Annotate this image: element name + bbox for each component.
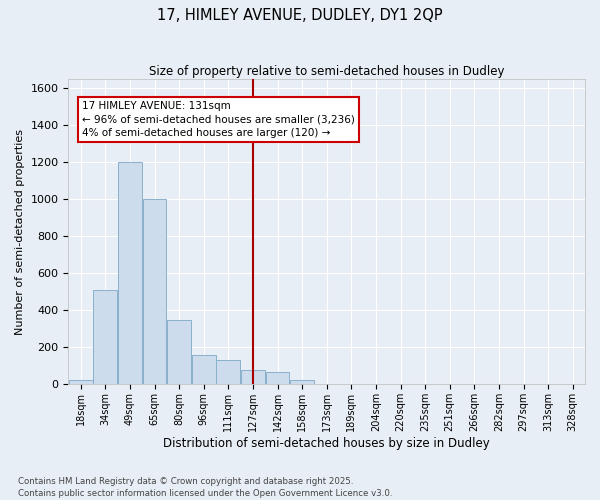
Bar [290, 380, 314, 384]
Bar [118, 162, 142, 384]
Text: Contains HM Land Registry data © Crown copyright and database right 2025.
Contai: Contains HM Land Registry data © Crown c… [18, 476, 392, 498]
Bar [69, 380, 92, 384]
Bar [217, 360, 240, 384]
Bar [94, 290, 117, 384]
Bar [266, 372, 289, 384]
Bar [143, 200, 166, 384]
Bar [241, 370, 265, 384]
Text: 17 HIMLEY AVENUE: 131sqm
← 96% of semi-detached houses are smaller (3,236)
4% of: 17 HIMLEY AVENUE: 131sqm ← 96% of semi-d… [82, 102, 355, 138]
Title: Size of property relative to semi-detached houses in Dudley: Size of property relative to semi-detach… [149, 65, 505, 78]
Bar [167, 320, 191, 384]
Y-axis label: Number of semi-detached properties: Number of semi-detached properties [15, 129, 25, 335]
Bar [192, 355, 215, 384]
X-axis label: Distribution of semi-detached houses by size in Dudley: Distribution of semi-detached houses by … [163, 437, 490, 450]
Text: 17, HIMLEY AVENUE, DUDLEY, DY1 2QP: 17, HIMLEY AVENUE, DUDLEY, DY1 2QP [157, 8, 443, 22]
